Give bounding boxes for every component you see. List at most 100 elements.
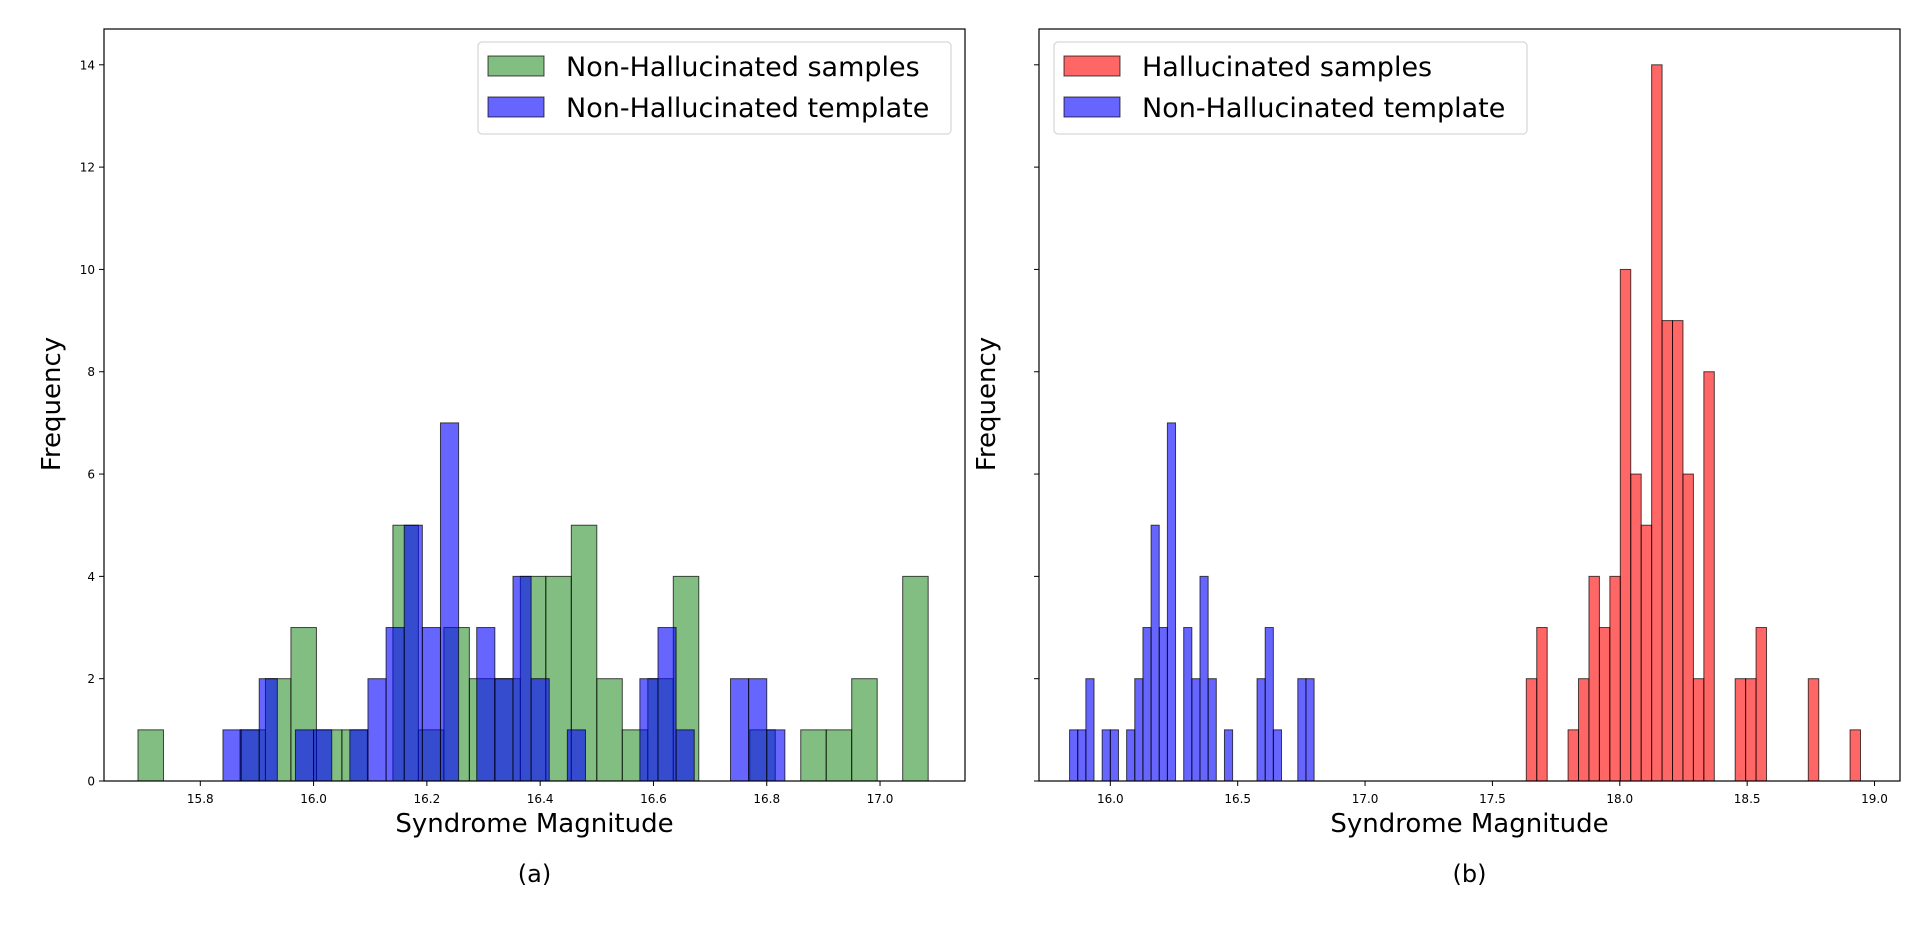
histogram-bar [1755, 627, 1768, 782]
histogram-bar [1199, 575, 1209, 782]
histogram-bar [258, 678, 278, 782]
histogram-bar [657, 627, 677, 782]
histogram-bar [494, 678, 514, 782]
histogram-bar [1734, 678, 1747, 782]
y-tick-label: 4 [87, 570, 95, 584]
histogram-bar [1101, 729, 1111, 782]
histogram-bar [385, 627, 405, 782]
histogram-bar [1536, 627, 1548, 782]
histogram-bar [1651, 64, 1663, 782]
histogram-bar [1661, 320, 1674, 782]
histogram-bar [675, 729, 695, 782]
y-tick-label: 12 [80, 161, 95, 175]
y-tick-label: 2 [87, 672, 95, 686]
histogram-bar [530, 678, 550, 782]
histogram-bar [639, 678, 659, 782]
histogram-bar [1191, 678, 1201, 782]
histogram-bar [1588, 575, 1600, 782]
histogram-bar [1134, 678, 1144, 782]
histogram-bar [902, 575, 929, 782]
histogram-bar [766, 729, 786, 782]
histogram-bar [1223, 729, 1234, 782]
histogram-bar [349, 729, 369, 782]
series-1-bars [1069, 422, 1315, 782]
histogram-bar [240, 729, 260, 782]
x-tick-label: 18.0 [1606, 792, 1633, 806]
x-tick-label: 17.0 [1352, 792, 1379, 806]
legend-swatch [1063, 55, 1121, 77]
x-tick-label: 19.0 [1861, 792, 1888, 806]
histogram-bar [512, 575, 532, 782]
histogram-bar [403, 524, 423, 782]
histogram-bar [1745, 678, 1757, 782]
histogram-bar [1305, 678, 1315, 782]
axes-frame [103, 28, 966, 782]
histogram-bar [1183, 627, 1193, 782]
x-axis-label: Syndrome Magnitude [395, 809, 673, 839]
histogram-bar [1085, 678, 1095, 782]
series-0-bars [1525, 64, 1862, 782]
histogram-bar [1142, 627, 1152, 782]
x-tick-label: 16.6 [640, 792, 667, 806]
histogram-bar [1640, 524, 1653, 782]
x-tick-label: 16.5 [1224, 792, 1251, 806]
histogram-bar [313, 729, 333, 782]
histogram-bar [1578, 678, 1590, 782]
histogram-bar [1630, 473, 1642, 782]
x-tick-label: 16.0 [300, 792, 327, 806]
x-tick-label: 17.0 [867, 792, 894, 806]
y-axis-label: Frequency [972, 337, 1002, 471]
histogram-bar [1609, 575, 1621, 782]
histogram-bar [596, 678, 623, 782]
x-tick-label: 18.5 [1734, 792, 1761, 806]
legend-label: Non-Hallucinated template [1142, 93, 1505, 124]
histogram-bar [1150, 524, 1160, 782]
axes-frame [1038, 28, 1901, 782]
x-tick-label: 15.8 [187, 792, 214, 806]
y-tick-label: 8 [87, 365, 95, 379]
legend-frame [477, 41, 952, 135]
series-1-bars [222, 422, 786, 782]
y-tick-label: 0 [87, 775, 95, 789]
legend-swatch [487, 96, 545, 118]
histogram-bar [800, 729, 827, 782]
histogram-bar [1207, 678, 1217, 782]
legend-swatch [487, 55, 545, 77]
histogram-bar [1525, 678, 1538, 782]
histogram-bar [421, 627, 441, 782]
panel-caption: (b) [1453, 860, 1487, 888]
x-tick-label: 16.2 [414, 792, 441, 806]
histogram-bar [222, 729, 242, 782]
histogram-bar [748, 678, 768, 782]
y-tick-label: 10 [80, 263, 95, 277]
histogram-bar [1598, 627, 1611, 782]
histogram-bar [1672, 320, 1684, 782]
histogram-bar [137, 729, 164, 782]
histogram-bar [367, 678, 387, 782]
histogram-bar [1077, 729, 1087, 782]
legend-frame [1053, 41, 1528, 135]
histogram-bar [294, 729, 315, 782]
panel-caption: (a) [518, 860, 551, 888]
histogram-bar [1703, 371, 1715, 782]
x-tick-label: 16.4 [527, 792, 554, 806]
legend-swatch [1063, 96, 1121, 118]
panel-b: 16.0 16.5 17.0 17.5 18.0 18.5 19.0 Syndrome Mag… [972, 28, 1901, 888]
legend: Non-Hallucinated samples Non-Hallucinated… [477, 41, 952, 135]
x-tick-label: 17.5 [1479, 792, 1506, 806]
histogram-bar [1109, 729, 1119, 782]
x-tick-label: 16.8 [753, 792, 780, 806]
legend-label: Hallucinated samples [1142, 52, 1432, 83]
histogram-bar [1567, 729, 1580, 782]
histogram-bar [566, 729, 586, 782]
histogram-bar [1849, 729, 1862, 782]
histogram-bar [1682, 473, 1694, 782]
histogram-bar [1807, 678, 1820, 782]
y-tick-label: 6 [87, 468, 95, 482]
histogram-bar [476, 627, 496, 782]
histogram-bar [851, 678, 878, 782]
histogram-bar [1256, 678, 1266, 782]
x-axis-label: Syndrome Magnitude [1330, 809, 1608, 839]
y-tick-label: 14 [80, 58, 95, 72]
